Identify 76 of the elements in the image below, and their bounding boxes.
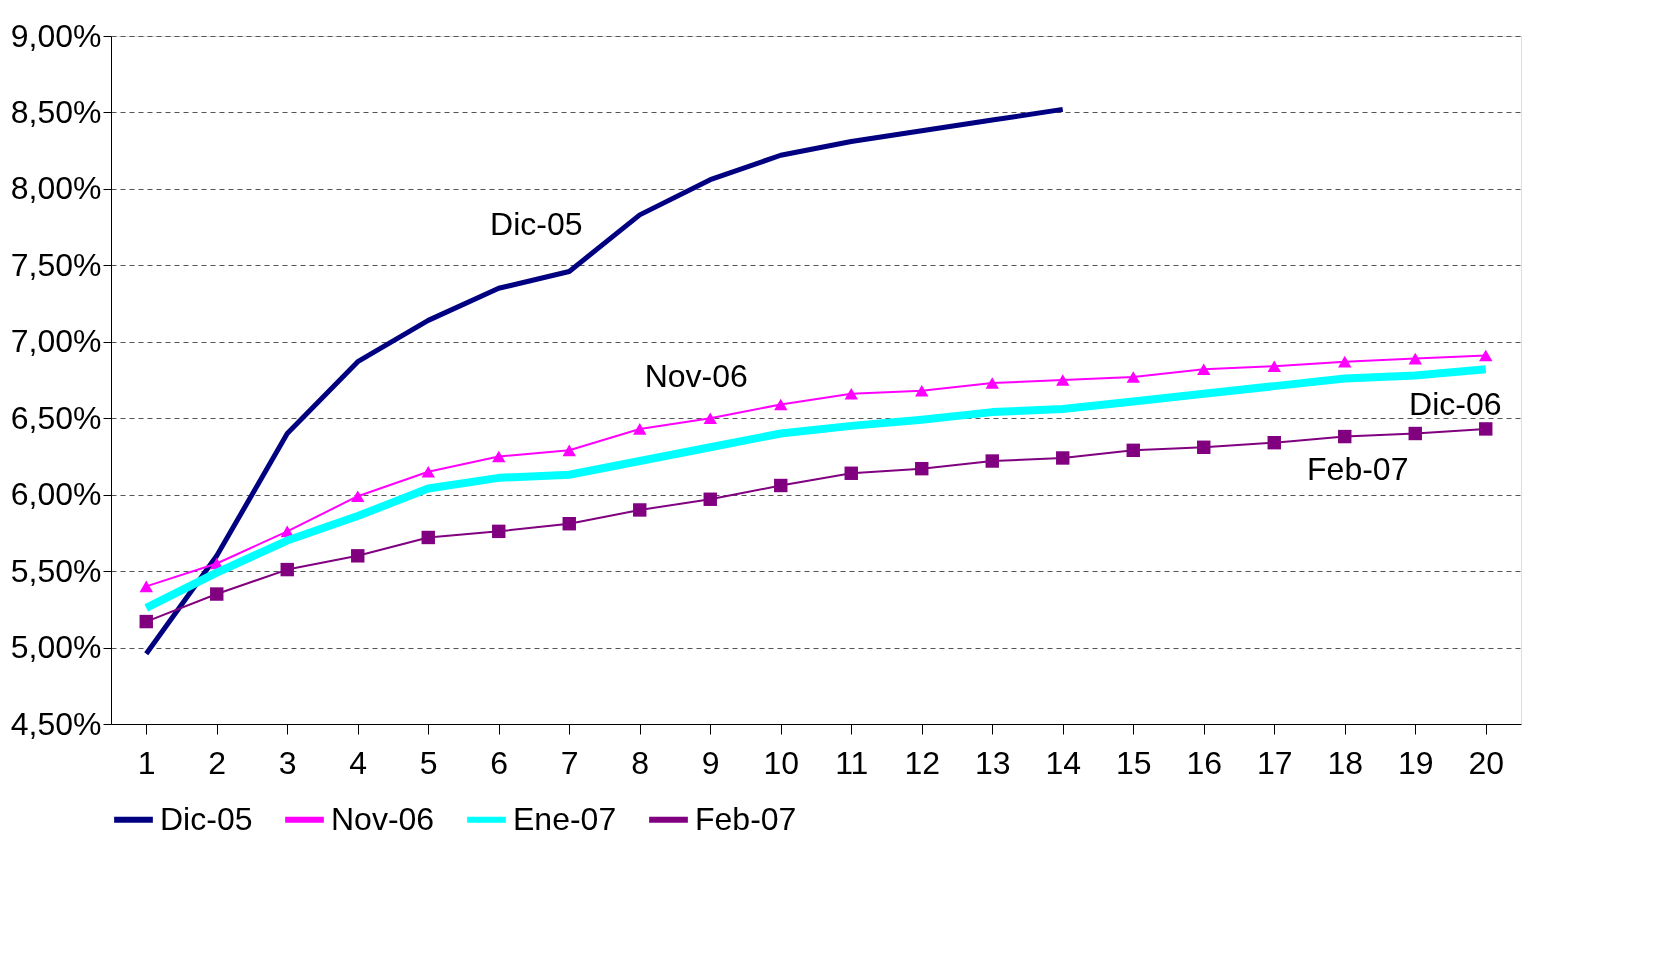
point [703,492,717,506]
x-tick-label: 6 [490,744,509,781]
x-tick-label: 17 [1256,744,1293,781]
x-tick-label: 12 [904,744,941,781]
x-tick-label: 9 [701,744,720,781]
x-tick-label: 10 [763,744,800,781]
point [1267,435,1281,450]
point [915,461,929,476]
point [703,412,717,425]
point [210,587,224,601]
point [1408,426,1422,441]
point [1126,443,1140,458]
point [1197,363,1211,376]
point [492,450,506,463]
y-tick-label: 9,00% [10,17,102,54]
point [633,423,647,435]
x-tick-label: 15 [1115,744,1152,781]
legend-label: Feb-07 [695,800,797,837]
point [844,466,858,480]
point [139,614,153,629]
x-tick-label: 5 [419,744,438,781]
point [492,524,506,539]
point [1056,451,1070,465]
y-tick-label: 8,50% [10,93,102,130]
point [1408,352,1422,365]
point [1338,429,1352,444]
point [1197,440,1211,454]
legend-label: Nov-06 [331,800,435,837]
annotation: Feb-07 [1307,450,1409,487]
point [633,503,647,517]
point [1126,371,1140,383]
x-tick-label: 20 [1468,744,1505,781]
point [351,549,365,563]
point [280,562,294,577]
x-tick-label: 13 [974,744,1011,781]
x-tick-label: 3 [278,744,297,781]
annotation: Dic-05 [490,206,583,243]
point [562,517,576,531]
point [421,530,435,545]
point [915,384,929,397]
point [1056,374,1070,386]
y-tick-label: 4,50% [10,705,102,742]
y-tick-label: 8,00% [10,170,102,207]
point [1338,355,1352,368]
point [562,444,576,457]
annotation: Nov-06 [644,358,748,395]
point [774,478,788,493]
x-tick-label: 14 [1045,744,1082,781]
point [985,454,999,468]
point [139,580,153,593]
legend-label: Dic-05 [160,800,253,837]
x-tick-label: 11 [835,744,869,781]
x-tick-label: 2 [208,744,227,781]
annotation: Dic-06 [1409,386,1502,423]
point [1267,360,1281,373]
y-tick-label: 6,00% [10,476,102,513]
x-tick-label: 1 [137,744,156,781]
point [421,465,435,478]
y-tick-label: 6,50% [10,399,102,436]
x-tick-label: 16 [1186,744,1223,781]
point [1479,422,1493,436]
point [1479,349,1493,362]
y-tick-label: 7,00% [10,323,102,360]
x-tick-label: 7 [560,744,579,781]
point [985,377,999,389]
point [774,398,788,411]
y-tick-label: 5,50% [10,552,102,589]
point [844,387,858,400]
x-tick-label: 19 [1397,744,1434,781]
point [351,490,365,502]
y-tick-label: 5,00% [10,629,102,666]
legend-label: Ene-07 [513,800,617,837]
x-tick-label: 4 [349,744,368,781]
y-tick-label: 7,50% [10,246,102,283]
x-tick-label: 18 [1327,744,1364,781]
x-tick-label: 8 [631,744,650,781]
